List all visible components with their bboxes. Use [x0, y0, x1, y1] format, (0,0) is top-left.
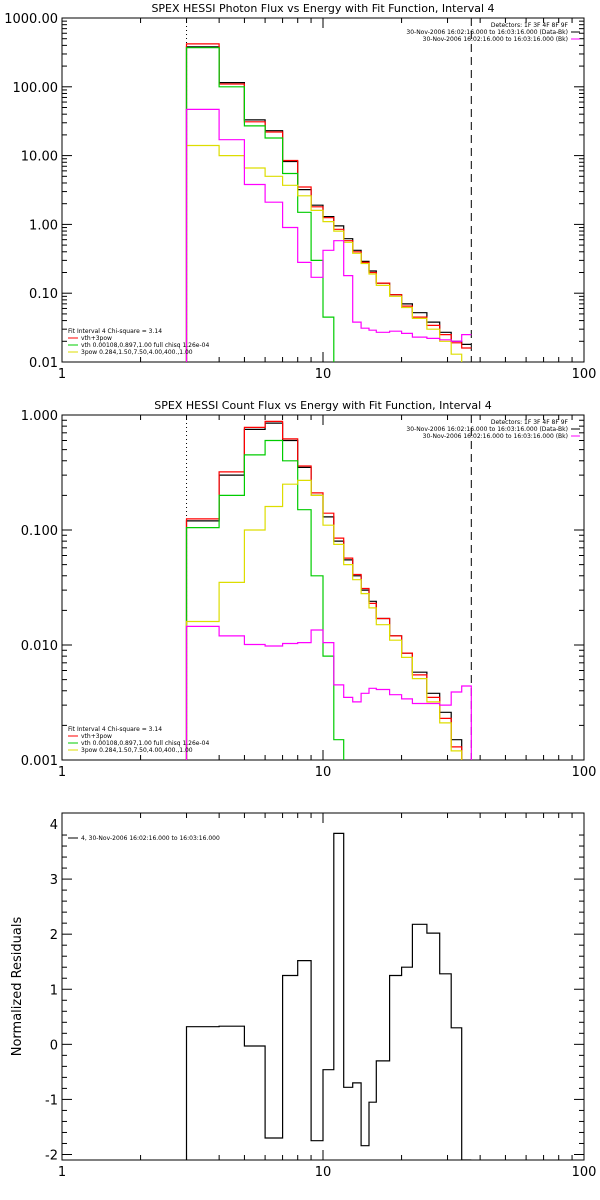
legend-entry: Fit Interval 4 Chi-square = 3.14	[68, 328, 162, 335]
series-bkg-histogram	[185, 625, 472, 760]
x-tick-label: 1	[58, 1165, 66, 1180]
legend-entry: Fit Interval 4 Chi-square = 3.14	[68, 726, 162, 733]
series-bpow-histogram	[185, 144, 463, 362]
y-tick-label: 100.00	[13, 81, 59, 96]
info-line: 30-Nov-2006 16:02:16.000 to 16:03:16.000…	[423, 36, 568, 43]
y-tick-label: 2	[50, 928, 58, 943]
y-tick-label: 1000.00	[4, 12, 58, 27]
x-tick-label: 100	[572, 1165, 597, 1180]
legend-entry: vth+3pow	[81, 733, 112, 740]
y-tick-label: -2	[45, 1148, 58, 1163]
panel-2: SPEX HESSI Count Flux vs Energy with Fit…	[21, 399, 597, 780]
series-vth-histogram	[185, 47, 335, 362]
y-tick-label: 0.10	[29, 287, 58, 302]
y-tick-label: 0.010	[21, 639, 58, 654]
info-line: Detectors: 1F 3F 4F 8F 9F	[491, 419, 569, 426]
y-tick-label: 0.001	[21, 754, 58, 769]
x-tick-label: 1	[58, 367, 66, 382]
y-tick-label: 0.100	[21, 524, 58, 539]
y-tick-label: 0	[50, 1038, 58, 1053]
x-tick-label: 10	[315, 1165, 332, 1180]
x-tick-label: 1	[58, 765, 66, 780]
y-axis-label: Normalized Residuals	[10, 917, 25, 1057]
info-line: Detectors: 1F 3F 4F 8F 9F	[491, 22, 569, 29]
y-tick-label: 1	[50, 983, 58, 998]
y-tick-label: 1.00	[29, 218, 58, 233]
legend-entry: 3pow 0.284,1.50,7.50,4.00,400.,1.00	[81, 747, 193, 754]
series-data-histogram	[185, 832, 472, 1160]
series-vth-histogram	[185, 439, 345, 760]
y-tick-label: 4	[50, 818, 58, 833]
chart-title: SPEX HESSI Count Flux vs Energy with Fit…	[154, 399, 491, 412]
series-group	[185, 832, 472, 1160]
info-line: 30-Nov-2006 16:02:16.000 to 16:03:16.000…	[406, 29, 568, 36]
series-total-histogram	[185, 43, 472, 362]
info-line: 30-Nov-2006 16:02:16.000 to 16:03:16.000…	[406, 426, 568, 433]
series-group	[185, 420, 472, 760]
series-group	[185, 43, 472, 362]
y-tick-label: -1	[45, 1093, 58, 1108]
legend-entry: 3pow 0.284,1.50,7.50,4.00,400.,1.00	[81, 349, 193, 356]
x-tick-label: 100	[572, 367, 597, 382]
y-tick-label: 3	[50, 873, 58, 888]
y-tick-label: 0.01	[29, 356, 58, 371]
panel-3: 1 10 100 -2 -1 0 1 2 3 4 Normalized Residuals 4, 30…	[10, 812, 597, 1180]
legend-entry: vth 0.00108,0.897,1.00 full chisq 1.26e-…	[81, 740, 209, 747]
series-bpow-histogram	[185, 479, 463, 760]
x-tick-label: 10	[315, 765, 332, 780]
y-tick-label: 1.000	[21, 409, 58, 424]
series-bkg-histogram	[185, 108, 472, 362]
legend-entry: vth+3pow	[81, 335, 112, 342]
panel-1: SPEX HESSI Photon Flux vs Energy with Fi…	[4, 2, 596, 382]
x-tick-label: 10	[315, 367, 332, 382]
info-line: 30-Nov-2006 16:02:16.000 to 16:03:16.000…	[423, 433, 568, 440]
legend-entry: 4, 30-Nov-2006 16:02:16.000 to 16:03:16.…	[81, 835, 220, 842]
series-data-histogram	[185, 46, 472, 362]
x-tick-label: 100	[572, 765, 597, 780]
y-tick-label: 10.00	[21, 150, 58, 165]
chart-title: SPEX HESSI Photon Flux vs Energy with Fi…	[151, 2, 494, 15]
legend-entry: vth 0.00108,0.897,1.00 full chisq 1.26e-…	[81, 342, 209, 349]
